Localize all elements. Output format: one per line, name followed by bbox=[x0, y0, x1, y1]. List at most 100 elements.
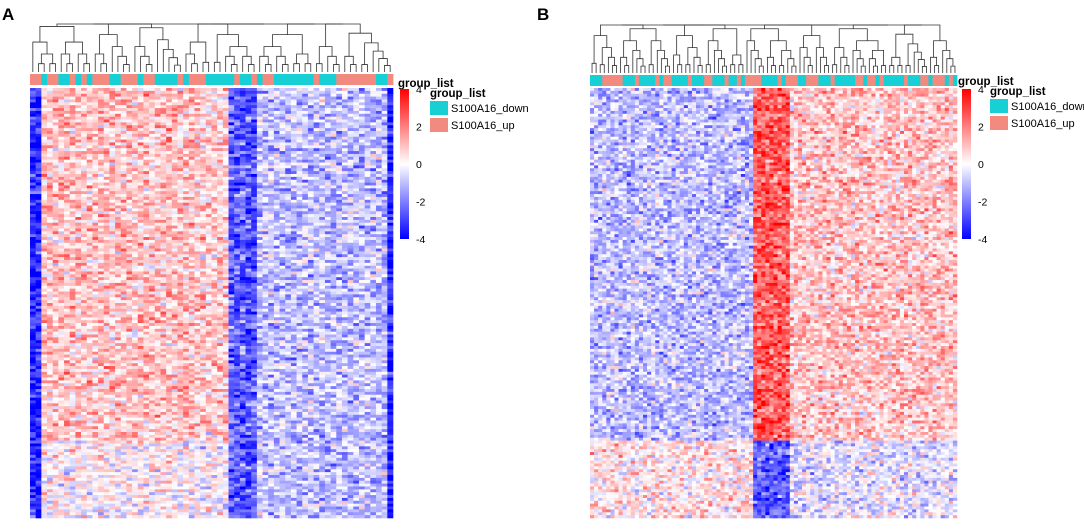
heatmap-cell bbox=[245, 99, 252, 103]
heatmap-cell bbox=[81, 113, 88, 117]
heatmap-cell bbox=[75, 131, 82, 135]
heatmap-cell bbox=[290, 188, 297, 192]
heatmap-cell bbox=[302, 265, 309, 269]
heatmap-cell bbox=[381, 291, 388, 295]
heatmap-cell bbox=[336, 251, 343, 255]
heatmap-cell bbox=[47, 202, 53, 206]
heatmap-cell bbox=[154, 211, 161, 215]
heatmap-cell bbox=[41, 280, 48, 284]
heatmap-cell bbox=[268, 96, 275, 100]
heatmap-cell bbox=[251, 88, 258, 92]
heatmap-cell bbox=[211, 88, 218, 92]
heatmap-cell bbox=[381, 257, 388, 261]
heatmap-cell bbox=[347, 179, 354, 183]
heatmap-cell bbox=[353, 88, 360, 92]
heatmap-cell bbox=[103, 168, 110, 172]
annotation-bar-a bbox=[30, 74, 394, 85]
heatmap-cell bbox=[200, 297, 207, 301]
heatmap-cell bbox=[336, 188, 343, 192]
heatmap-cell bbox=[307, 128, 314, 132]
heatmap-cell bbox=[313, 153, 320, 158]
heatmap-cell bbox=[279, 159, 286, 163]
heatmap-cell bbox=[183, 151, 190, 155]
heatmap-cell bbox=[160, 291, 167, 295]
heatmap-cell bbox=[228, 285, 235, 289]
heatmap-cell bbox=[330, 199, 337, 203]
heatmap-cell bbox=[245, 196, 252, 201]
heatmap-cell bbox=[387, 110, 394, 115]
heatmap-cell bbox=[347, 136, 354, 140]
heatmap-cell bbox=[273, 282, 280, 287]
heatmap-cell bbox=[120, 245, 127, 249]
heatmap-cell bbox=[47, 199, 53, 203]
heatmap-cell bbox=[120, 208, 127, 212]
heatmap-cell bbox=[149, 208, 156, 212]
heatmap-cell bbox=[41, 99, 48, 103]
heatmap-cell bbox=[245, 88, 252, 92]
heatmap-cell bbox=[137, 156, 144, 160]
heatmap-cell bbox=[217, 265, 224, 269]
heatmap-cell bbox=[262, 300, 269, 304]
heatmap-cell bbox=[262, 228, 269, 232]
heatmap-cell bbox=[166, 242, 173, 246]
heatmap-cell bbox=[234, 202, 241, 206]
heatmap-cell bbox=[239, 105, 246, 109]
heatmap-cell bbox=[41, 217, 48, 221]
heatmap-cell bbox=[64, 148, 70, 152]
heatmap-cell bbox=[313, 133, 320, 138]
heatmap-cell bbox=[200, 90, 207, 95]
heatmap-cell bbox=[245, 242, 252, 246]
heatmap-cell bbox=[103, 288, 110, 292]
heatmap-cell bbox=[47, 176, 53, 181]
heatmap-cell bbox=[177, 88, 184, 92]
heatmap-cell bbox=[188, 139, 195, 143]
heatmap-cell bbox=[324, 214, 331, 218]
heatmap-cell bbox=[109, 108, 116, 112]
heatmap-cell bbox=[171, 142, 178, 146]
heatmap-cell bbox=[290, 303, 297, 307]
heatmap-cell bbox=[336, 136, 343, 140]
heatmap-cell bbox=[126, 271, 133, 275]
heatmap-cell bbox=[86, 265, 93, 269]
heatmap-cell bbox=[205, 300, 212, 304]
heatmap-cell bbox=[177, 199, 184, 203]
heatmap-cell bbox=[313, 93, 320, 97]
heatmap-cell bbox=[239, 96, 246, 100]
heatmap-cell bbox=[251, 291, 258, 295]
heatmap-cell bbox=[81, 131, 88, 135]
heatmap-cell bbox=[137, 182, 144, 186]
heatmap-cell bbox=[41, 222, 48, 226]
heatmap-cell bbox=[177, 108, 184, 112]
heatmap-cell bbox=[92, 280, 99, 284]
heatmap-cell bbox=[358, 182, 365, 186]
heatmap-cell bbox=[245, 116, 252, 120]
heatmap-cell bbox=[47, 245, 53, 249]
heatmap-cell bbox=[353, 202, 360, 206]
heatmap-cell bbox=[285, 194, 292, 198]
heatmap-cell bbox=[120, 205, 127, 209]
heatmap-cell bbox=[149, 280, 156, 284]
heatmap-cell bbox=[222, 242, 229, 246]
heatmap-cell bbox=[92, 196, 99, 201]
heatmap-cell bbox=[302, 228, 309, 232]
heatmap-cell bbox=[30, 110, 36, 115]
heatmap-cell bbox=[92, 168, 99, 172]
heatmap-cell bbox=[330, 225, 337, 229]
heatmap-cell bbox=[137, 174, 144, 178]
heatmap-cell bbox=[47, 119, 53, 123]
heatmap-cell bbox=[268, 277, 275, 281]
heatmap-cell bbox=[296, 211, 303, 215]
heatmap-cell bbox=[64, 128, 70, 132]
heatmap-cell bbox=[228, 131, 235, 135]
heatmap-cell bbox=[126, 300, 133, 304]
heatmap-cell bbox=[120, 159, 127, 163]
heatmap-cell bbox=[120, 102, 127, 106]
heatmap-cell bbox=[126, 165, 133, 169]
annotation-cell bbox=[137, 74, 144, 85]
heatmap-cell bbox=[52, 188, 59, 192]
heatmap-cell bbox=[273, 156, 280, 160]
heatmap-cell bbox=[143, 110, 150, 115]
heatmap-cell bbox=[381, 300, 388, 304]
heatmap-cell bbox=[86, 153, 93, 158]
heatmap-cell bbox=[183, 133, 190, 138]
